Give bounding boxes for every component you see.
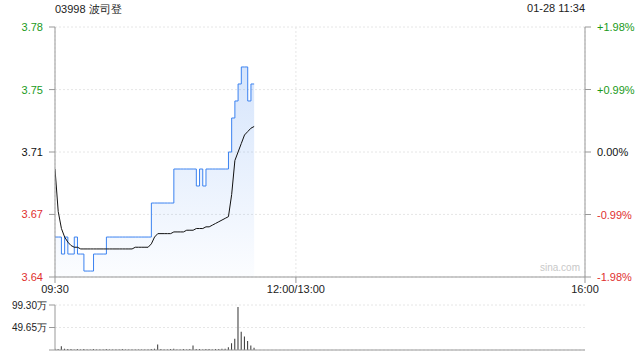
svg-text:+1.98%: +1.98%: [597, 21, 632, 33]
svg-text:-0.99%: -0.99%: [597, 209, 632, 221]
svg-text:3.64: 3.64: [22, 271, 43, 283]
svg-text:3.67: 3.67: [22, 208, 43, 220]
svg-text:3.78: 3.78: [22, 21, 43, 33]
svg-text:-1.98%: -1.98%: [597, 271, 632, 283]
svg-text:0.00%: 0.00%: [597, 146, 628, 158]
html-text:01-28 11:34: 01-28 11:34: [527, 2, 585, 14]
svg-text:16:00: 16:00: [571, 283, 599, 295]
svg-text:3.71: 3.71: [22, 146, 43, 158]
html-text:03998 波司登: 03998 波司登: [55, 3, 122, 15]
svg-text:99.30万: 99.30万: [12, 300, 47, 311]
svg-text:49.65万: 49.65万: [12, 322, 47, 333]
svg-text:09:30: 09:30: [41, 283, 69, 295]
svg-text:12:00/13:00: 12:00/13:00: [267, 283, 325, 295]
svg-text:+0.99%: +0.99%: [597, 84, 632, 96]
svg-text:3.75: 3.75: [22, 84, 43, 96]
html-text:sina.com: sina.com: [540, 262, 580, 273]
